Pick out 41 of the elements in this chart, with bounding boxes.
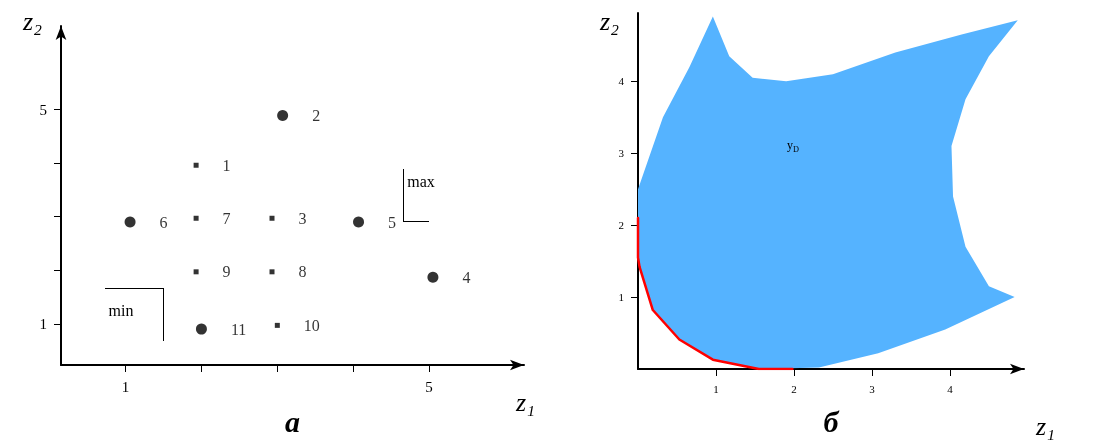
series-label: 10 (303, 316, 320, 334)
line-series (636, 216, 794, 371)
x-tick-label: 2 (791, 382, 797, 395)
point (269, 269, 275, 275)
series-label: 3 (298, 209, 307, 227)
x-axis-title: z₁ (515, 387, 536, 417)
point (193, 215, 199, 221)
x-tick-label: 4 (947, 382, 954, 395)
y-tick-label: 1 (618, 291, 624, 304)
point (274, 322, 280, 328)
point (193, 162, 199, 168)
annotation: max (407, 172, 435, 190)
series-label: 9 (222, 263, 231, 281)
series-label: 2 (312, 106, 321, 124)
y-tick-label: 3 (618, 147, 625, 160)
annotation: min (108, 301, 134, 319)
point (277, 109, 289, 121)
series-label: 7 (222, 209, 231, 227)
text: а (285, 404, 300, 438)
series-label: 1 (222, 156, 231, 174)
x-tick-label: 1 (121, 378, 130, 395)
x-tick-label: 3 (869, 382, 876, 395)
point (124, 216, 136, 228)
y-axis-title: z₂ (599, 6, 620, 36)
point (269, 215, 275, 221)
series-label: 6 (159, 213, 168, 231)
text: б (823, 404, 840, 438)
point (193, 269, 199, 275)
point (427, 271, 439, 283)
y-tick-label: 4 (618, 75, 625, 88)
series-label: 8 (298, 263, 307, 281)
x-axis-title: z₁ (1035, 411, 1056, 440)
y-axis-title: z₂ (22, 6, 43, 36)
legend-label: 5 (388, 213, 397, 231)
point (353, 216, 365, 228)
x-tick-label: 5 (425, 378, 433, 395)
series-label: 4 (462, 268, 471, 286)
point (195, 323, 207, 335)
series-label: 11 (230, 320, 247, 338)
y-tick-label: 2 (618, 219, 624, 232)
x-tick-label: 1 (713, 382, 719, 395)
